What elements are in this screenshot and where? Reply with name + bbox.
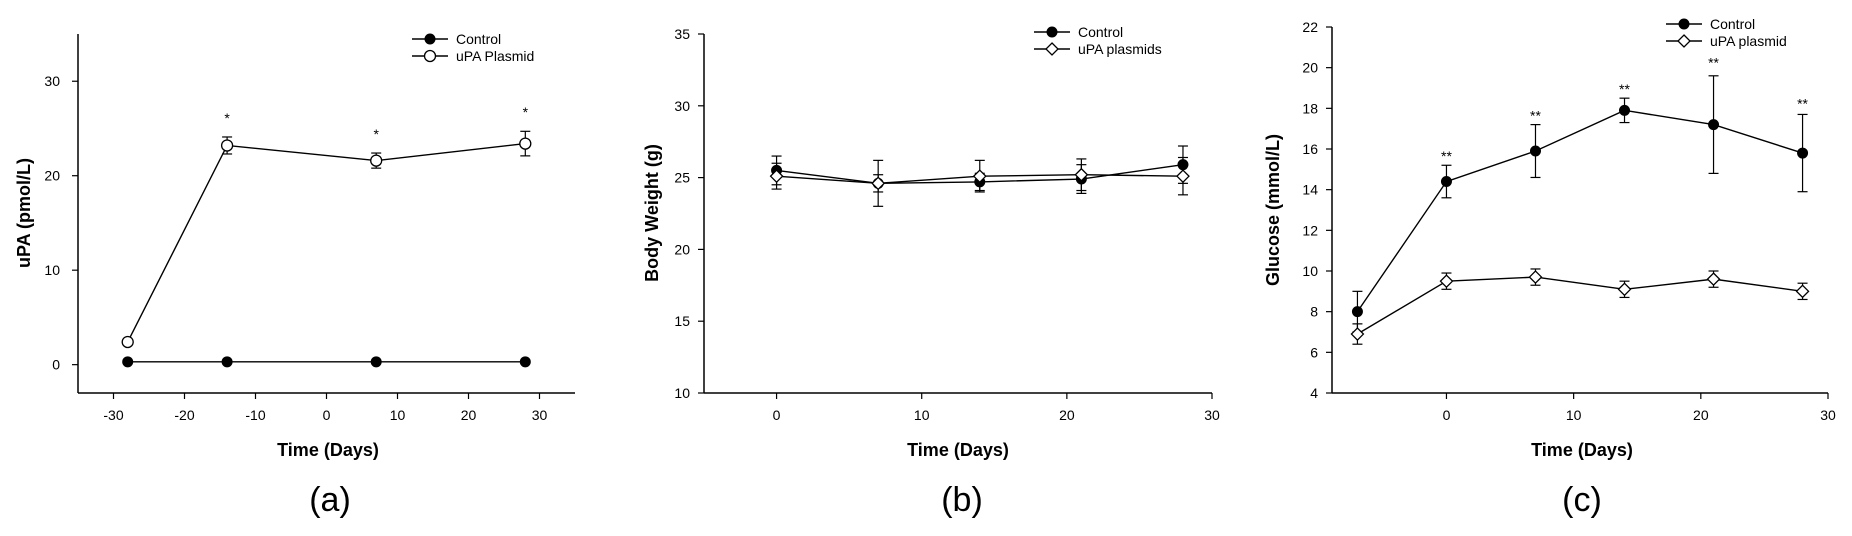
significance-marker: * [523, 104, 529, 120]
data-point [1439, 274, 1454, 289]
legend-label: uPA plasmids [1078, 41, 1162, 57]
x-tick-label: -20 [174, 407, 194, 423]
data-point [220, 139, 234, 152]
legend-marker [1678, 18, 1690, 30]
data-point [1440, 176, 1452, 188]
y-tick-label: 18 [1302, 100, 1318, 116]
significance-marker: ** [1530, 108, 1541, 124]
data-point [370, 154, 383, 167]
x-tick-label: 0 [1443, 407, 1451, 423]
data-point [1074, 167, 1089, 182]
series-line [127, 142, 526, 343]
y-tick-label: 20 [674, 241, 690, 257]
significance-marker: ** [1797, 95, 1808, 111]
data-point [370, 356, 382, 368]
data-point [972, 169, 987, 184]
x-tick-label: 30 [1204, 407, 1220, 423]
y-tick-label: 20 [1302, 60, 1318, 76]
x-tick-label: 30 [1820, 407, 1836, 423]
significance-marker: ** [1619, 81, 1630, 97]
data-point [121, 335, 134, 349]
x-tick-label: 10 [914, 407, 930, 423]
series-line [1357, 276, 1803, 335]
y-tick-label: 22 [1302, 19, 1318, 35]
y-tick-label: 35 [674, 26, 690, 42]
x-tick-label: 10 [1566, 407, 1582, 423]
data-point [1706, 272, 1721, 287]
legend-marker [1046, 26, 1058, 38]
legend-marker [423, 49, 437, 63]
y-tick-label: 14 [1302, 182, 1318, 198]
data-point [519, 356, 531, 368]
data-point [1529, 145, 1541, 157]
data-point [1797, 147, 1809, 159]
x-tick-label: -30 [103, 407, 123, 423]
series-line [1356, 109, 1803, 313]
legend-label: Control [456, 31, 501, 47]
x-axis-title: Time (Days) [277, 440, 379, 460]
legend-marker [424, 33, 436, 45]
panel-a: Time (Days) uPA (pmol/L) (a) -30 -20 -10 0 1… [14, 31, 575, 519]
data-point [122, 356, 134, 368]
panel-b: Time (Days) Body Weight (g) (b) 0 10 20 30 1… [642, 24, 1220, 519]
panel-label: (c) [1562, 481, 1602, 519]
data-point [769, 169, 784, 184]
y-axis-title: uPA (pmol/L) [14, 158, 34, 268]
y-tick-label: 8 [1310, 304, 1318, 320]
data-point [519, 137, 532, 150]
y-tick-label: 30 [44, 73, 60, 89]
significance-marker: * [224, 110, 230, 126]
y-tick-label: 25 [674, 170, 690, 186]
x-axis-title: Time (Days) [907, 440, 1009, 460]
x-tick-label: 20 [1059, 407, 1075, 423]
data-point [1617, 282, 1632, 297]
x-tick-label: -10 [245, 407, 265, 423]
legend-marker [1045, 42, 1059, 56]
y-tick-label: 0 [52, 357, 60, 373]
x-tick-label: 20 [1693, 407, 1709, 423]
x-tick-label: 0 [323, 407, 331, 423]
y-tick-label: 4 [1310, 385, 1318, 401]
y-tick-label: 16 [1302, 141, 1318, 157]
data-point [1350, 327, 1365, 341]
panel-label: (b) [941, 481, 983, 519]
x-tick-label: 0 [773, 407, 781, 423]
legend-label: Control [1710, 16, 1755, 32]
y-tick-label: 15 [674, 313, 690, 329]
y-tick-label: 10 [1302, 263, 1318, 279]
y-tick-label: 10 [674, 385, 690, 401]
legend-label: uPA plasmid [1710, 33, 1787, 49]
data-point [1528, 270, 1543, 285]
y-tick-label: 20 [44, 168, 60, 184]
y-axis-title: Glucose (mmol/L) [1263, 134, 1283, 286]
y-tick-label: 6 [1310, 344, 1318, 360]
legend-label: uPA Plasmid [456, 48, 534, 64]
significance-marker: ** [1708, 55, 1719, 71]
data-point [1351, 306, 1363, 318]
legend-marker [1677, 34, 1691, 48]
data-point [1619, 104, 1631, 116]
data-point [871, 176, 886, 191]
significance-marker: ** [1441, 148, 1452, 164]
significance-marker: * [373, 126, 379, 142]
x-tick-label: 10 [390, 407, 406, 423]
data-point [221, 356, 233, 368]
panel-label: (a) [309, 481, 351, 519]
data-point [1176, 169, 1190, 184]
data-point [1795, 284, 1810, 299]
y-tick-label: 30 [674, 98, 690, 114]
data-point [1708, 119, 1720, 131]
y-axis-title: Body Weight (g) [642, 144, 662, 282]
panel-c: Time (Days) Glucose (mmol/L) (c) 0 10 20 30… [1263, 16, 1836, 519]
y-tick-label: 10 [44, 262, 60, 278]
x-axis-title: Time (Days) [1531, 440, 1633, 460]
y-tick-label: 12 [1302, 222, 1318, 238]
legend-label: Control [1078, 24, 1123, 40]
x-tick-label: 30 [532, 407, 548, 423]
x-tick-label: 20 [461, 407, 477, 423]
